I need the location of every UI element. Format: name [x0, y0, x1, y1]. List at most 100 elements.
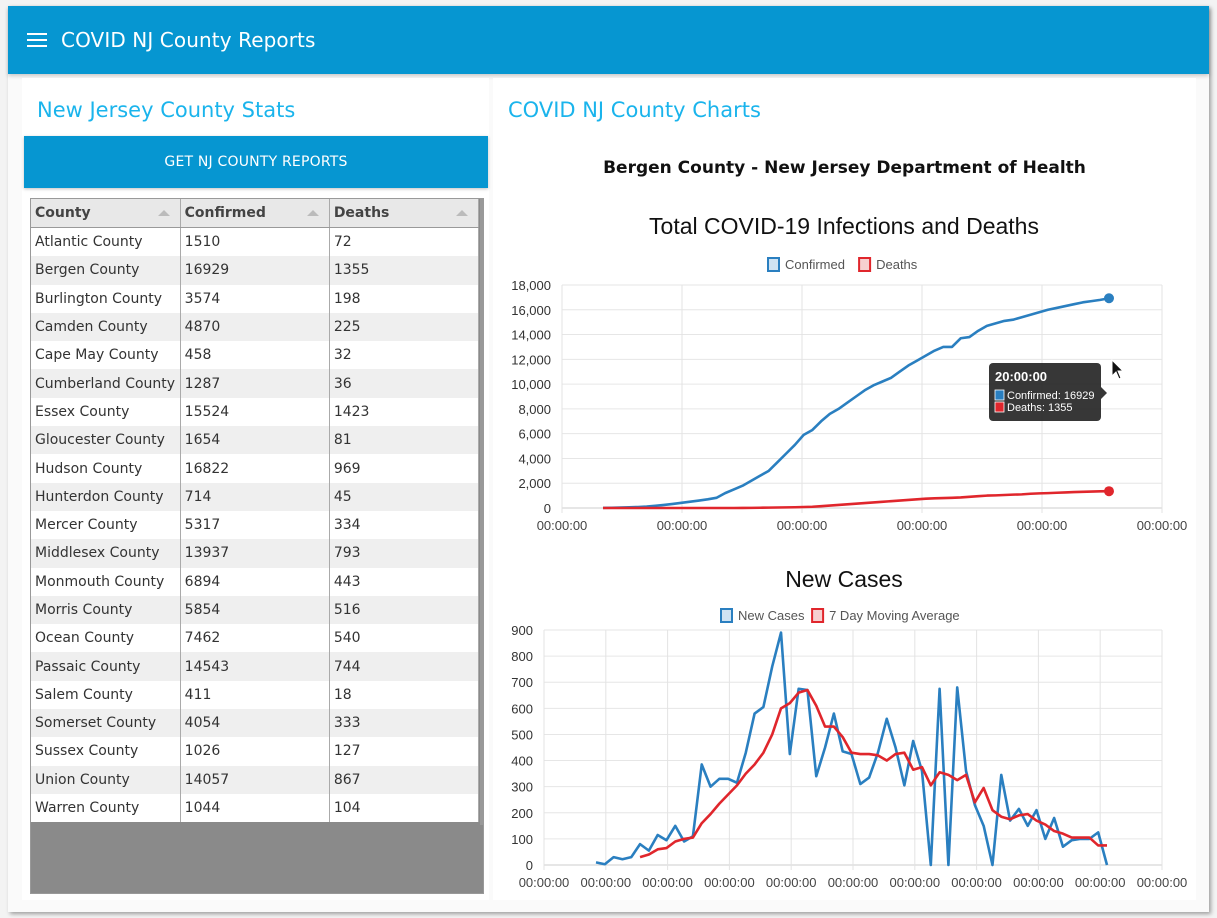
county-cell: Camden County: [31, 312, 181, 342]
confirmed-cell: 1654: [180, 426, 330, 455]
tooltip-title: 20:00:00: [995, 369, 1047, 384]
table-row[interactable]: Morris County 5854 516: [31, 595, 480, 625]
series-line-confirmed: [602, 296, 1110, 510]
confirmed-cell: 4870: [180, 312, 330, 342]
confirmed-cell: 15524: [180, 397, 330, 427]
confirmed-cell: 1044: [180, 793, 330, 823]
confirmed-cell: 3574: [180, 284, 330, 313]
county-cell: Sussex County: [31, 737, 181, 766]
x-tick-label: 00:00:00: [1017, 518, 1068, 533]
county-cell: Middlesex County: [31, 539, 181, 568]
y-tick-label: 200: [511, 806, 533, 821]
sort-asc-icon[interactable]: [306, 210, 319, 216]
sort-asc-icon[interactable]: [157, 210, 170, 216]
deaths-cell: 198: [329, 284, 480, 313]
tooltip-caret: [1101, 387, 1107, 399]
sort-asc-icon[interactable]: [456, 210, 468, 216]
table-row[interactable]: Cumberland County 1287 36: [31, 369, 480, 398]
charts-title: COVID NJ County Charts: [508, 98, 761, 122]
tooltip-line: Deaths: 1355: [1007, 402, 1072, 414]
deaths-cell: 793: [329, 539, 480, 568]
county-cell: Ocean County: [31, 624, 181, 653]
confirmed-cell: 16929: [180, 256, 330, 285]
deaths-cell: 72: [329, 227, 480, 257]
confirmed-cell: 16822: [180, 454, 330, 483]
confirmed-cell: 13937: [180, 539, 330, 568]
table-row[interactable]: Gloucester County 1654 81: [31, 426, 480, 455]
y-tick-label: 900: [511, 623, 533, 638]
county-stats-title: New Jersey County Stats: [37, 98, 296, 122]
deaths-cell: 81: [329, 426, 480, 455]
table-row[interactable]: Atlantic County 1510 72: [31, 227, 480, 257]
legend-swatch: [858, 257, 872, 272]
confirmed-cell: 14543: [180, 652, 330, 681]
county-cell: Cape May County: [31, 341, 181, 370]
table-row[interactable]: Ocean County 7462 540: [31, 624, 480, 653]
table-row[interactable]: Somerset County 4054 333: [31, 709, 480, 738]
y-tick-label: 6,000: [518, 427, 551, 442]
deaths-cell: 334: [329, 510, 480, 540]
app-window: COVID NJ County Reports New Jersey Count…: [8, 6, 1209, 912]
column-header-confirmed[interactable]: Confirmed: [180, 199, 330, 228]
table-row[interactable]: Hudson County 16822 969: [31, 454, 480, 483]
table-row[interactable]: Burlington County 3574 198: [31, 284, 480, 313]
table-row[interactable]: Middlesex County 13937 793: [31, 539, 480, 568]
table-row[interactable]: Camden County 4870 225: [31, 312, 480, 342]
tooltip-box: [989, 363, 1101, 421]
table-row[interactable]: Cape May County 458 32: [31, 341, 480, 370]
hamburger-menu-icon[interactable]: [27, 33, 47, 47]
table-row[interactable]: Monmouth County 6894 443: [31, 567, 480, 596]
y-tick-label: 100: [511, 832, 533, 847]
confirmed-cell: 14057: [180, 765, 330, 794]
column-header-deaths[interactable]: Deaths: [329, 199, 480, 228]
x-tick-label: 00:00:00: [519, 875, 570, 890]
x-tick-label: 00:00:00: [642, 875, 693, 890]
table-row[interactable]: Union County 14057 867: [31, 765, 480, 794]
deaths-cell: 867: [329, 765, 480, 794]
total-infections-chart: Total COVID-19 Infections and Deaths Conf…: [511, 213, 1187, 533]
y-tick-label: 2,000: [518, 476, 551, 491]
county-cell: Burlington County: [31, 284, 181, 313]
series-line-deaths: [603, 489, 1110, 510]
deaths-cell: 443: [329, 567, 480, 596]
series-endpoint: [1104, 486, 1114, 497]
deaths-cell: 104: [329, 793, 480, 823]
confirmed-cell: 5317: [180, 510, 330, 540]
table-row[interactable]: Bergen County 16929 1355: [31, 256, 480, 285]
app-bar: COVID NJ County Reports: [8, 6, 1209, 74]
table-scrollbar[interactable]: [480, 199, 483, 825]
y-tick-label: 18,000: [511, 278, 551, 293]
county-chart-subtitle: Bergen County - New Jersey Department of…: [603, 158, 1086, 178]
y-tick-label: 16,000: [511, 303, 551, 318]
county-cell: Gloucester County: [31, 426, 181, 455]
x-tick-label: 00:00:00: [766, 875, 817, 890]
county-cell: Bergen County: [31, 256, 181, 285]
table-row[interactable]: Essex County 15524 1423: [31, 397, 480, 427]
get-reports-button[interactable]: GET NJ COUNTY REPORTS: [24, 136, 488, 188]
county-cell: Union County: [31, 765, 181, 794]
county-cell: Hunterdon County: [31, 482, 181, 511]
mouse-cursor-icon: [1111, 358, 1125, 380]
x-tick-label: 00:00:00: [1013, 875, 1064, 890]
table-row[interactable]: Salem County 411 18: [31, 680, 480, 710]
deaths-cell: 127: [329, 737, 480, 766]
table-row[interactable]: Sussex County 1026 127: [31, 737, 480, 766]
legend-swatch: [720, 608, 733, 623]
county-cell: Atlantic County: [31, 227, 181, 257]
x-tick-label: 00:00:00: [657, 518, 708, 533]
deaths-cell: 36: [329, 369, 480, 398]
table-row[interactable]: Passaic County 14543 744: [31, 652, 480, 681]
legend-label: New Cases: [738, 608, 805, 623]
y-tick-label: 500: [511, 727, 533, 742]
deaths-cell: 225: [329, 312, 480, 342]
y-tick-label: 8,000: [518, 402, 551, 417]
confirmed-cell: 4054: [180, 709, 330, 738]
table-row[interactable]: Mercer County 5317 334: [31, 510, 480, 540]
y-tick-label: 300: [511, 780, 533, 795]
deaths-cell: 1423: [329, 397, 480, 427]
column-header-county[interactable]: County: [31, 199, 181, 228]
confirmed-cell: 1026: [180, 737, 330, 766]
table-row[interactable]: Hunterdon County 714 45: [31, 482, 480, 511]
series-line-new-cases: [595, 631, 1109, 867]
table-row[interactable]: Warren County 1044 104: [31, 793, 480, 823]
